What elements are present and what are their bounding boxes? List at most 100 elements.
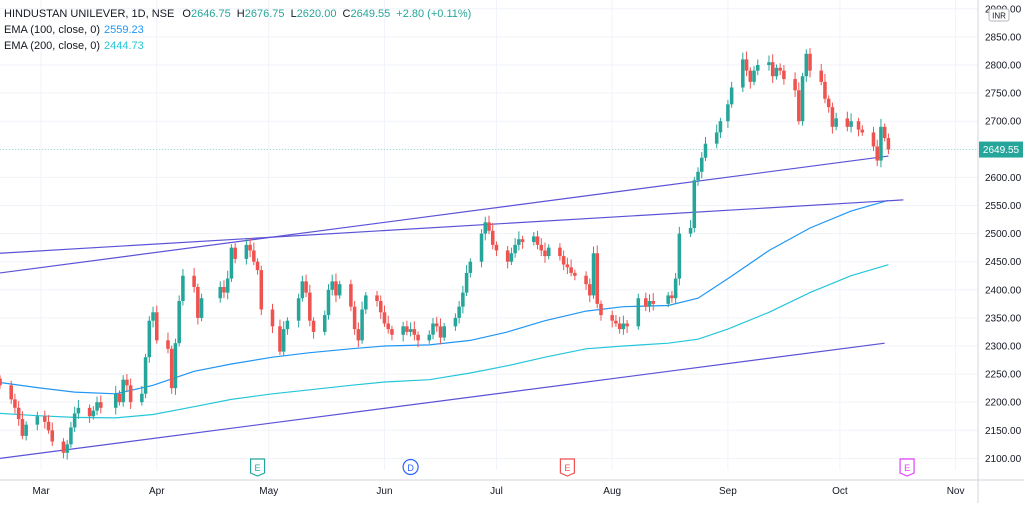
candle-body <box>588 284 592 296</box>
candle <box>322 310 327 336</box>
y-tick-label: 2100.00 <box>985 454 1022 465</box>
candle <box>43 410 47 429</box>
candle-body <box>311 320 316 332</box>
y-tick-label: 2750.00 <box>985 89 1022 100</box>
candle-body <box>270 309 275 327</box>
candle <box>696 167 700 186</box>
candle-body <box>610 315 614 321</box>
candle-body <box>378 301 383 313</box>
y-tick-label: 2400.00 <box>985 285 1022 296</box>
candle <box>591 246 596 299</box>
candle-body <box>468 261 473 273</box>
candle-body <box>774 67 779 77</box>
y-tick-label: 2300.00 <box>985 341 1022 352</box>
candle <box>453 313 458 331</box>
currency-badge[interactable] <box>988 8 1010 22</box>
candle-body <box>431 323 435 335</box>
candle <box>741 52 745 92</box>
candle <box>617 316 622 334</box>
candle <box>270 303 275 334</box>
event-marker-dividend[interactable]: D <box>402 458 419 476</box>
candle <box>748 67 753 89</box>
candle <box>834 112 838 131</box>
candle <box>539 238 544 257</box>
candle <box>252 242 256 266</box>
candle <box>744 51 749 77</box>
candle-body <box>726 104 730 122</box>
candle-body <box>834 118 838 127</box>
last-price-tag <box>979 141 1023 158</box>
event-marker-label: E <box>564 463 570 473</box>
candle-body <box>647 301 652 307</box>
candle <box>99 395 103 414</box>
candle <box>20 411 25 440</box>
candle <box>412 321 417 341</box>
candle-body <box>513 244 517 254</box>
candle <box>670 290 674 303</box>
candle <box>0 375 2 389</box>
candle-body <box>169 348 174 389</box>
candle-body <box>382 312 387 324</box>
candle <box>192 267 196 293</box>
symbol-label[interactable]: HINDUSTAN UNILEVER, 1D, NSE <box>4 8 175 20</box>
candle-body <box>173 343 178 389</box>
candle <box>647 294 652 313</box>
low-label: L <box>290 8 297 20</box>
candle-body <box>296 298 301 321</box>
candle-body <box>61 441 66 453</box>
candle <box>666 292 670 308</box>
candle-body <box>72 413 77 428</box>
candle <box>386 315 390 334</box>
candle-body <box>644 298 648 307</box>
event-marker-earnings_purple[interactable]: E <box>899 458 915 477</box>
candle <box>804 49 809 82</box>
candle-body <box>561 256 566 265</box>
legend-ema100-row[interactable]: EMA (100, close, 0) 2559.23 <box>4 22 471 38</box>
candle <box>826 95 831 113</box>
candle <box>304 274 308 298</box>
y-tick-label: 2800.00 <box>985 61 1022 72</box>
candle-body <box>442 326 446 338</box>
candle <box>364 292 368 314</box>
candle-body <box>9 385 13 400</box>
candle-body <box>281 329 286 352</box>
event-marker-earnings_red[interactable]: E <box>559 458 575 477</box>
candle-body <box>95 402 99 411</box>
candle <box>147 316 152 363</box>
candle <box>360 301 364 344</box>
candle <box>644 292 648 312</box>
candle <box>718 117 723 139</box>
candle-layer <box>0 48 891 460</box>
candle <box>636 293 641 330</box>
candle-body <box>748 70 753 82</box>
candle <box>621 315 626 335</box>
candle-body <box>300 281 305 299</box>
candle-body <box>688 227 693 234</box>
candle <box>117 390 122 406</box>
candle <box>774 64 779 80</box>
candle-body <box>490 230 495 245</box>
legend-ema200-row[interactable]: EMA (200, close, 0) 2444.73 <box>4 38 471 54</box>
candle <box>65 439 69 460</box>
candle-body <box>543 250 547 257</box>
ema100-line <box>0 199 889 395</box>
event-marker-earnings_green[interactable]: E <box>249 458 266 477</box>
candle-body <box>99 402 103 408</box>
trendline <box>0 342 885 459</box>
candle-body <box>244 244 249 259</box>
candle <box>87 404 92 423</box>
x-tick-label: Aug <box>603 486 621 497</box>
candle-body <box>304 281 308 293</box>
candle-body <box>539 244 544 251</box>
candle-body <box>364 295 368 310</box>
candle-body <box>0 378 2 386</box>
candle-body <box>434 323 439 327</box>
candle-body <box>699 157 704 172</box>
candle-body <box>252 250 256 262</box>
candle <box>770 54 775 83</box>
candle-body <box>617 323 622 330</box>
candle <box>222 280 226 299</box>
candle-body <box>285 320 290 330</box>
